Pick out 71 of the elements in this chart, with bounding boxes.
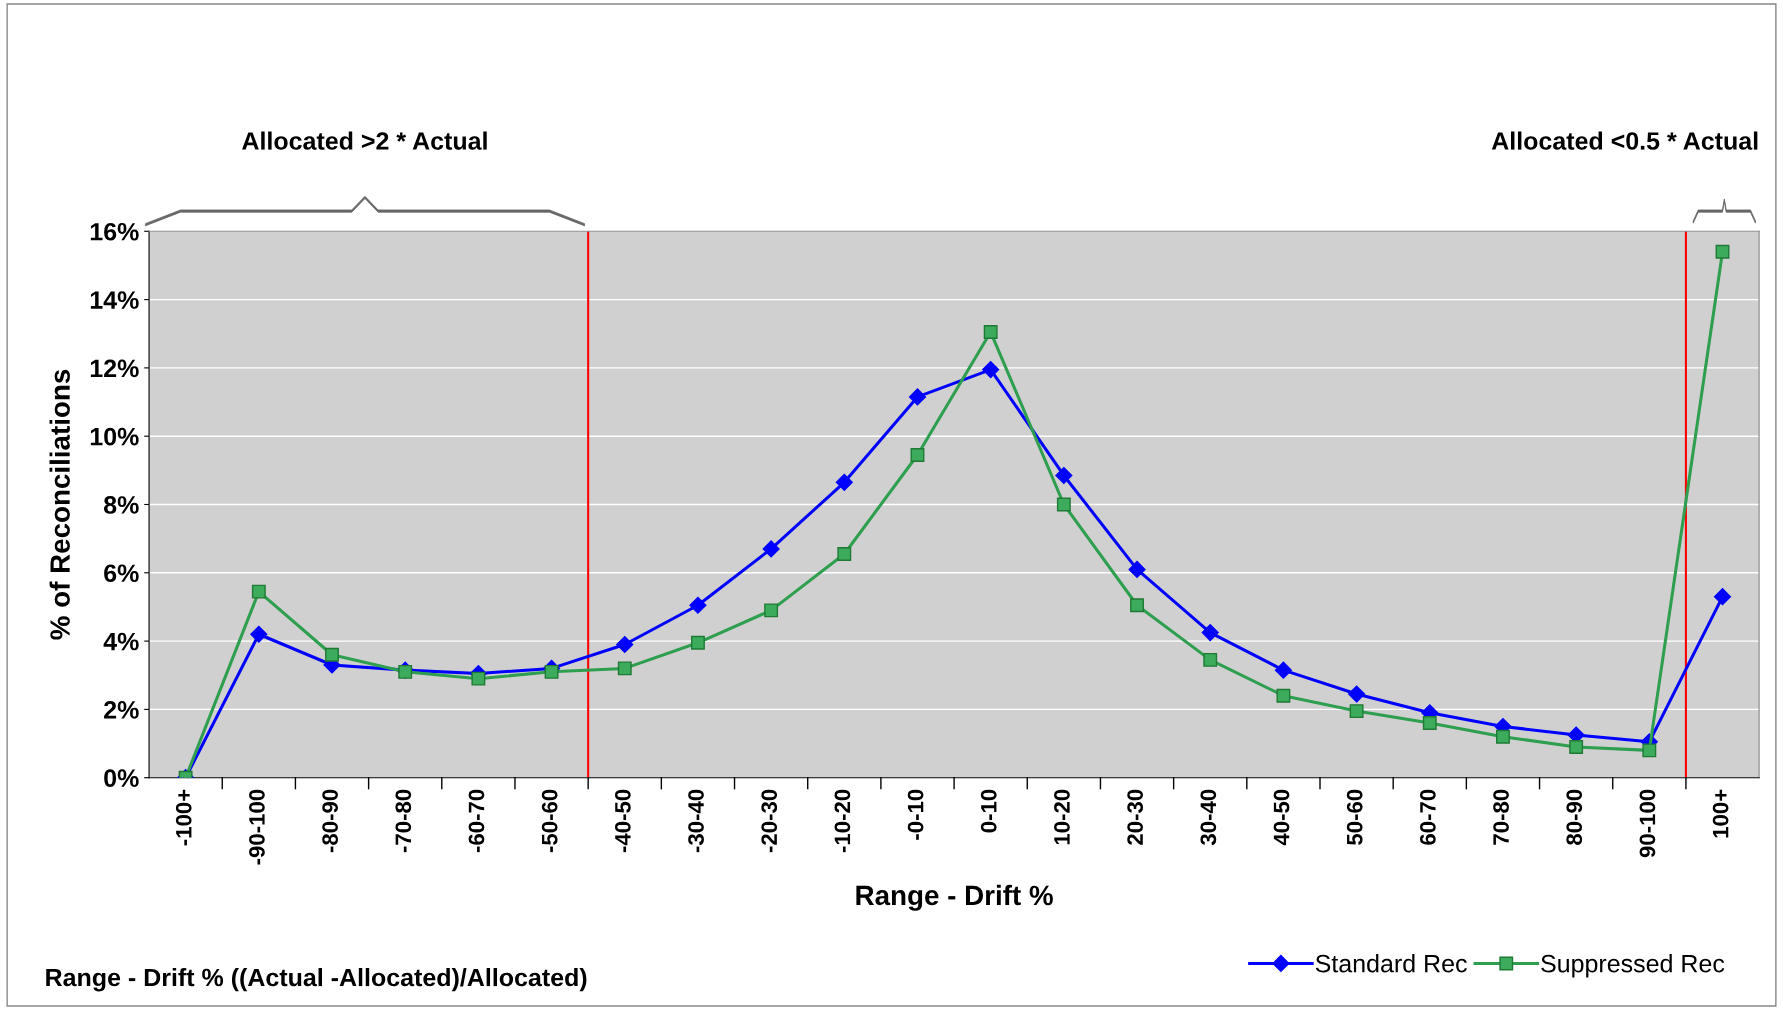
point <box>762 540 780 558</box>
point <box>982 361 1000 379</box>
legend-label: Standard Rec <box>1315 954 1467 973</box>
x-tick-label: 80-90 <box>1566 789 1583 845</box>
point <box>1274 661 1292 679</box>
point <box>1496 729 1510 744</box>
point <box>908 388 927 406</box>
x-axis-title: Range - Drift % <box>856 884 1053 911</box>
x-tick-label: 100+ <box>1712 789 1729 838</box>
point <box>544 664 559 679</box>
point <box>835 473 853 491</box>
point <box>1056 497 1071 512</box>
x-tick-label: -40-50 <box>614 789 631 853</box>
y-tick-label: 2% <box>104 701 139 719</box>
x-tick-label: -0-10 <box>907 789 924 840</box>
x-tick-label: 10-20 <box>1054 789 1070 845</box>
x-tick-label: 50-60 <box>1346 789 1363 845</box>
point <box>1715 244 1730 259</box>
point <box>1203 652 1218 667</box>
text: Range - Drift % ((Actual -Allocated)/Allocated) <box>46 967 587 992</box>
x-tick-label: -100+ <box>175 789 192 846</box>
point <box>325 647 339 662</box>
x-tick-label: 30-40 <box>1200 789 1217 846</box>
y-tick-label: 14% <box>90 291 139 309</box>
point <box>1349 704 1364 719</box>
x-tick-label: 70-80 <box>1493 789 1509 845</box>
point <box>689 596 707 614</box>
point <box>983 325 998 339</box>
point <box>1128 560 1146 578</box>
point <box>690 635 705 650</box>
point <box>250 625 268 643</box>
point <box>617 661 632 676</box>
point <box>251 584 266 599</box>
y-tick-label: 12% <box>90 359 139 378</box>
point <box>1348 685 1366 703</box>
legend-label: Suppressed Rec <box>1541 954 1725 978</box>
point <box>471 671 486 686</box>
y-tick-label: 8% <box>104 496 139 514</box>
y-tick-label: 0% <box>104 769 139 787</box>
y-tick-label: 6% <box>104 564 139 583</box>
y-tick-label: 16% <box>90 222 139 241</box>
x-tick-label: 20-30 <box>1127 789 1144 845</box>
point <box>1422 716 1437 731</box>
x-tick-label: -60-70 <box>468 789 485 853</box>
x-tick-label: 90-100 <box>1639 789 1656 858</box>
point <box>1713 588 1732 606</box>
x-tick-label: -20-30 <box>761 789 778 853</box>
point <box>1130 598 1144 613</box>
point <box>910 448 925 462</box>
point <box>1569 740 1584 754</box>
point <box>1276 688 1291 703</box>
x-tick-label: -90-100 <box>249 789 265 865</box>
point <box>1642 743 1657 758</box>
y-tick-label: 4% <box>103 632 139 651</box>
x-tick-label: -50-60 <box>541 789 558 853</box>
x-tick-label: -80-90 <box>322 789 338 853</box>
x-tick-label: 40-50 <box>1273 789 1290 846</box>
x-tick-label: -70-80 <box>395 789 412 853</box>
y-tick-label: 10% <box>90 427 139 446</box>
text: Allocated <0.5 * Actual <box>1491 131 1758 150</box>
x-tick-label: 0-10 <box>980 789 997 833</box>
x-tick-label: 60-70 <box>1420 789 1436 845</box>
x-tick-label: -10-20 <box>834 789 851 853</box>
x-tick-label: -30-40 <box>688 789 704 853</box>
y-axis-title: % of Reconciliations <box>49 369 70 640</box>
point <box>616 635 634 654</box>
text: Allocated >2 * Actual <box>242 131 487 150</box>
point <box>837 547 852 561</box>
point <box>1055 466 1073 485</box>
point <box>764 603 779 618</box>
point <box>1201 624 1219 642</box>
